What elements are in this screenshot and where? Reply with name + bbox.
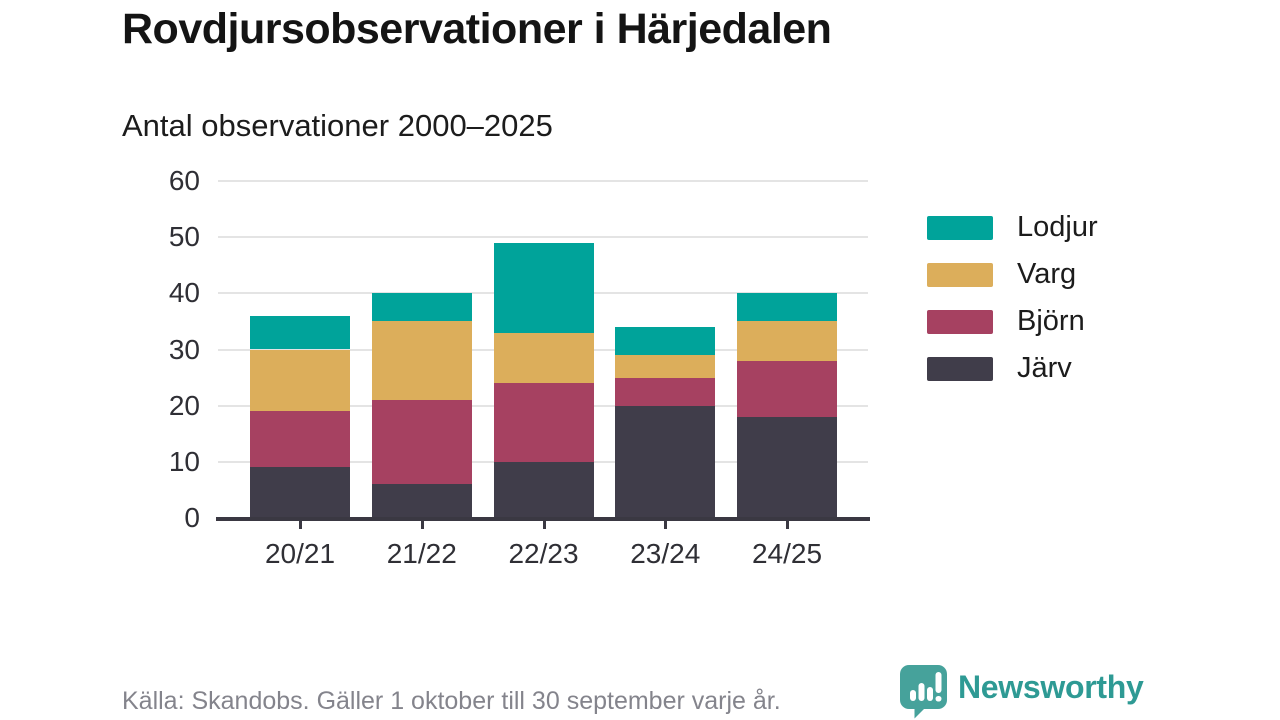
x-tick-22/23: [542, 520, 546, 529]
newsworthy-logo-icon: [899, 664, 949, 720]
bar-segment-varg-22/23: [493, 332, 594, 384]
bar-segment-björn-21/22: [371, 400, 472, 485]
x-tick-24/25: [786, 520, 789, 529]
legend-label-björn: Björn: [1017, 305, 1085, 337]
bar-segment-lodjur-21/22: [371, 293, 472, 322]
source-note: Källa: Skandobs. Gäller 1 oktober till 3…: [122, 687, 781, 715]
newsworthy-wordmark: Newsworthy: [958, 669, 1144, 705]
legend-item-björn: Björn: [927, 305, 1098, 337]
bar-segment-järv-22/23: [493, 461, 594, 518]
gridline-50: [218, 236, 868, 239]
x-tick-label-21/22: 21/22: [386, 538, 457, 569]
chart-subtitle: Antal observationer 2000–2025: [122, 108, 553, 143]
legend-item-järv: Järv: [927, 352, 1098, 384]
legend-label-lodjur: Lodjur: [1017, 211, 1098, 243]
y-tick-label-60: 60: [168, 165, 200, 196]
bar-segment-varg-21/22: [371, 321, 472, 401]
chart-title: Rovdjursobservationer i Härjedalen: [122, 5, 832, 53]
x-tick-23/24: [664, 520, 668, 529]
x-tick-label-20/21: 20/21: [264, 538, 336, 569]
bar-segment-lodjur-24/25: [737, 293, 837, 322]
bar-segment-björn-24/25: [737, 360, 837, 417]
bar-segment-järv-23/24: [615, 405, 716, 518]
legend-item-lodjur: Lodjur: [927, 211, 1098, 243]
legend: Lodjur Varg Björn Järv: [927, 211, 1098, 384]
y-tick-label-30: 30: [168, 333, 200, 365]
legend-swatch-lodjur: [927, 215, 993, 240]
bar-segment-varg-20/21: [250, 349, 350, 412]
bar-segment-björn-22/23: [493, 383, 594, 462]
bar-segment-lodjur-23/24: [615, 327, 716, 356]
x-axis-line: [216, 517, 870, 521]
bar-segment-björn-23/24: [615, 377, 716, 406]
x-tick-label-24/25: 24/25: [751, 538, 823, 569]
bar-segment-varg-24/25: [737, 321, 837, 361]
legend-label-varg: Varg: [1017, 258, 1077, 290]
y-tick-label-50: 50: [168, 221, 200, 253]
bar-segment-järv-20/21: [250, 467, 350, 518]
x-tick-21/22: [420, 520, 424, 529]
bar-segment-varg-23/24: [615, 355, 716, 378]
bar-segment-lodjur-20/21: [250, 315, 350, 350]
legend-swatch-järv: [927, 356, 993, 381]
y-tick-label-0: 0: [184, 502, 200, 533]
bar-segment-järv-21/22: [371, 484, 472, 518]
y-tick-label-40: 40: [168, 277, 200, 309]
legend-swatch-björn: [927, 309, 993, 334]
y-tick-label-10: 10: [168, 445, 200, 477]
x-tick-label-22/23: 22/23: [508, 538, 579, 569]
y-tick-label-20: 20: [168, 389, 200, 421]
newsworthy-logo: Newsworthy: [899, 664, 1144, 720]
legend-label-järv: Järv: [1017, 352, 1072, 384]
bar-segment-järv-24/25: [737, 416, 837, 518]
bar-segment-björn-20/21: [250, 411, 350, 468]
x-tick-label-23/24: 23/24: [630, 538, 701, 569]
bar-segment-lodjur-22/23: [493, 242, 594, 333]
legend-item-varg: Varg: [927, 258, 1098, 290]
x-tick-20/21: [299, 520, 302, 529]
legend-swatch-varg: [927, 262, 993, 287]
gridline-60: [218, 180, 868, 182]
